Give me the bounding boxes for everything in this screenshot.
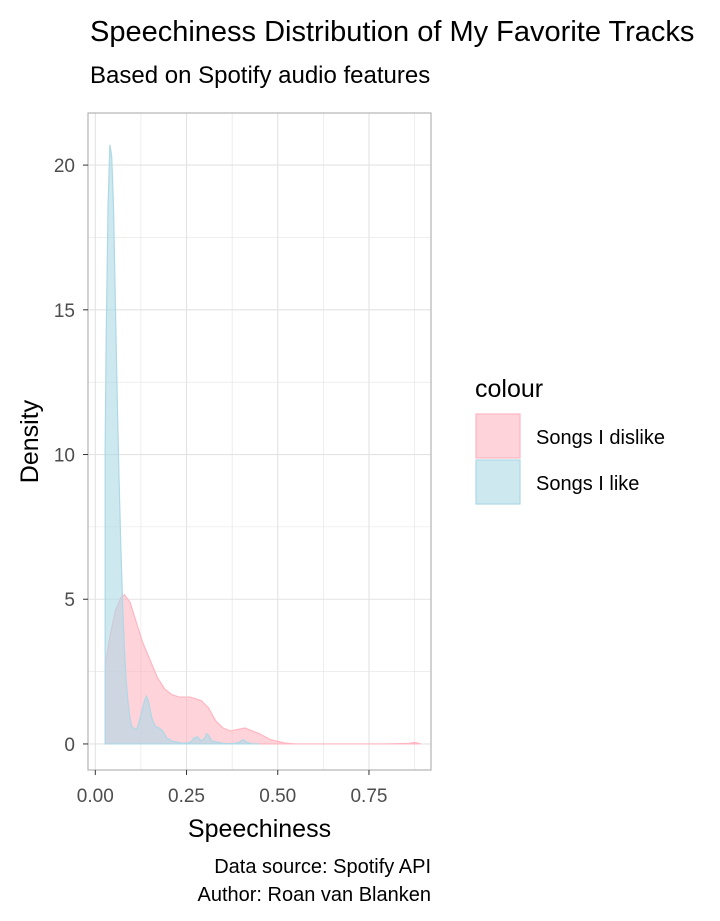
legend-label-like: Songs I like	[536, 473, 639, 495]
legend-key-like	[475, 459, 521, 505]
y-axis: 0 5 10 15 20	[54, 156, 88, 756]
chart-subtitle: Based on Spotify audio features	[90, 62, 430, 89]
caption-author: Author: Roan van Blanken	[198, 884, 432, 906]
legend: colour Songs I dislike Songs I like	[475, 375, 665, 505]
x-tick-label: 0.25	[168, 786, 205, 807]
x-tick-label: 0.50	[259, 786, 296, 807]
caption: Data source: Spotify API Author: Roan va…	[198, 856, 432, 906]
y-axis-label: Density	[16, 399, 44, 483]
x-axis: 0.00 0.25 0.50 0.75	[77, 770, 387, 807]
legend-items: Songs I dislike Songs I like	[475, 413, 665, 505]
legend-title: colour	[475, 375, 543, 403]
y-tick-label: 20	[54, 156, 75, 177]
panel-border	[87, 112, 432, 771]
y-tick-label: 0	[64, 735, 75, 756]
density-area-dislike	[104, 594, 421, 745]
x-tick-label: 0.00	[77, 786, 114, 807]
plot-panel	[87, 112, 432, 771]
density-areas	[104, 144, 421, 745]
y-tick-label: 10	[54, 446, 75, 467]
y-tick-label: 15	[54, 301, 75, 322]
legend-key-dislike	[475, 413, 521, 459]
caption-source: Data source: Spotify API	[214, 856, 431, 878]
density-area-like	[104, 144, 260, 745]
x-tick-label: 0.75	[350, 786, 387, 807]
x-axis-label: Speechiness	[188, 815, 331, 843]
chart-title: Speechiness Distribution of My Favorite …	[90, 16, 694, 48]
y-tick-label: 5	[64, 590, 75, 611]
legend-label-dislike: Songs I dislike	[536, 427, 665, 449]
